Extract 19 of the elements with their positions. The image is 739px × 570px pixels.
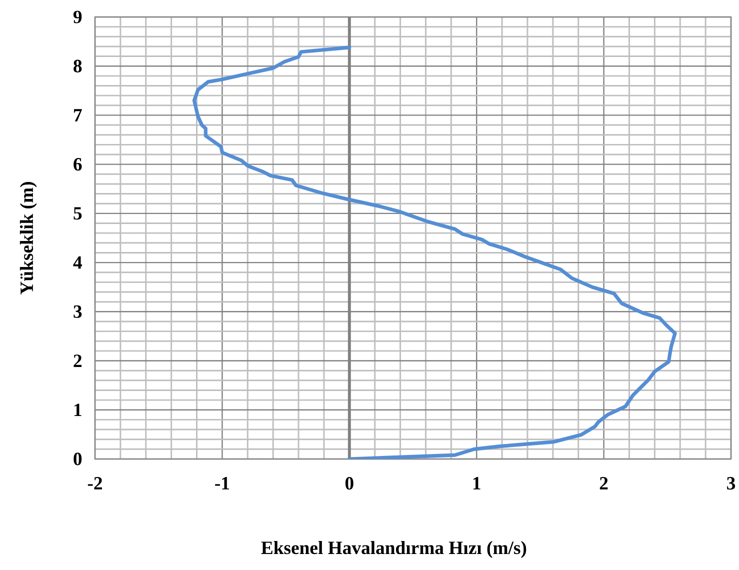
- x-axis-title: Eksenel Havalandırma Hızı (m/s): [261, 541, 526, 558]
- x-tick-label: 0: [345, 477, 354, 490]
- y-tick-label: 2: [74, 354, 82, 367]
- y-tick-label: 9: [73, 10, 82, 24]
- y-tick-label: 3: [74, 305, 82, 318]
- x-tick-label: 1: [473, 477, 480, 490]
- y-tick-label: 7: [74, 109, 82, 122]
- line-series: [192, 46, 677, 459]
- x-tick-label: -1: [215, 477, 230, 490]
- y-tick-label: 0: [74, 452, 82, 466]
- x-tick-label: -2: [88, 477, 102, 490]
- y-tick-label: 6: [74, 158, 82, 171]
- y-tick-label: 8: [74, 60, 82, 72]
- x-tick-label: 3: [727, 477, 736, 490]
- y-axis-title: Yükseklik (m): [20, 182, 37, 294]
- y-tick-label: 1: [74, 404, 82, 416]
- y-tick-label: 5: [74, 207, 82, 220]
- y-tick-label: 4: [73, 256, 82, 269]
- x-tick-label: 2: [600, 477, 608, 490]
